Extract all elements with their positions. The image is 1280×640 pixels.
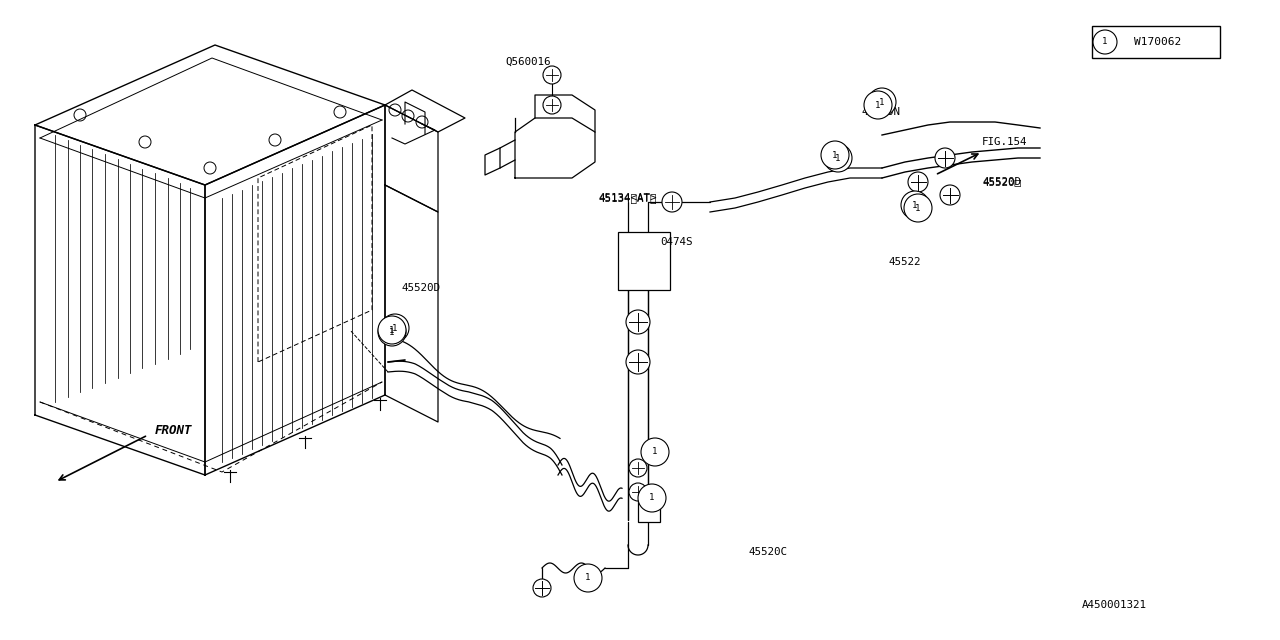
Text: 1: 1 xyxy=(653,447,658,456)
Text: 1: 1 xyxy=(915,204,920,212)
Circle shape xyxy=(637,484,666,512)
Circle shape xyxy=(626,310,650,334)
Text: 45134〈AT〉: 45134〈AT〉 xyxy=(598,193,657,203)
Text: 1: 1 xyxy=(649,493,654,502)
Text: 1: 1 xyxy=(1102,38,1107,47)
Text: 45520D: 45520D xyxy=(402,283,442,293)
Circle shape xyxy=(378,316,406,344)
Text: FRONT: FRONT xyxy=(155,424,192,436)
Circle shape xyxy=(381,314,410,342)
Bar xyxy=(1092,26,1220,58)
Text: 0474S: 0474S xyxy=(660,237,692,247)
Text: Q560016: Q560016 xyxy=(506,57,550,67)
Circle shape xyxy=(824,144,852,172)
Circle shape xyxy=(1093,30,1117,54)
Text: 1: 1 xyxy=(389,326,394,335)
Circle shape xyxy=(901,191,929,219)
Text: 1: 1 xyxy=(913,200,918,209)
Text: 45520C: 45520C xyxy=(748,547,787,557)
Text: 1: 1 xyxy=(836,154,841,163)
Text: W170062: W170062 xyxy=(1134,37,1181,47)
Text: 1: 1 xyxy=(392,323,398,333)
Text: 45134<AT>: 45134<AT> xyxy=(598,193,657,203)
Text: A450001321: A450001321 xyxy=(1082,600,1147,610)
Circle shape xyxy=(864,91,892,119)
Circle shape xyxy=(628,459,646,477)
Circle shape xyxy=(662,192,682,212)
Circle shape xyxy=(940,185,960,205)
Circle shape xyxy=(626,350,650,374)
Circle shape xyxy=(628,483,646,501)
Circle shape xyxy=(532,579,550,597)
Bar xyxy=(637,494,660,522)
Text: 1: 1 xyxy=(389,328,394,337)
Text: 45520N: 45520N xyxy=(861,107,901,117)
Circle shape xyxy=(908,172,928,192)
Text: 1: 1 xyxy=(585,573,590,582)
Circle shape xyxy=(904,194,932,222)
Circle shape xyxy=(868,88,896,116)
Text: 45522: 45522 xyxy=(888,257,920,267)
Circle shape xyxy=(573,564,602,592)
Circle shape xyxy=(934,148,955,168)
Text: 1: 1 xyxy=(876,100,881,109)
Bar xyxy=(618,232,669,290)
Text: FIG.154: FIG.154 xyxy=(982,137,1028,147)
Circle shape xyxy=(543,96,561,114)
Circle shape xyxy=(641,438,669,466)
Text: 45520D: 45520D xyxy=(982,177,1021,187)
Text: 1: 1 xyxy=(832,150,837,159)
Text: 45520□: 45520□ xyxy=(982,177,1021,187)
Circle shape xyxy=(378,318,406,346)
Circle shape xyxy=(543,66,561,84)
Text: 1: 1 xyxy=(879,97,884,106)
Circle shape xyxy=(820,141,849,169)
